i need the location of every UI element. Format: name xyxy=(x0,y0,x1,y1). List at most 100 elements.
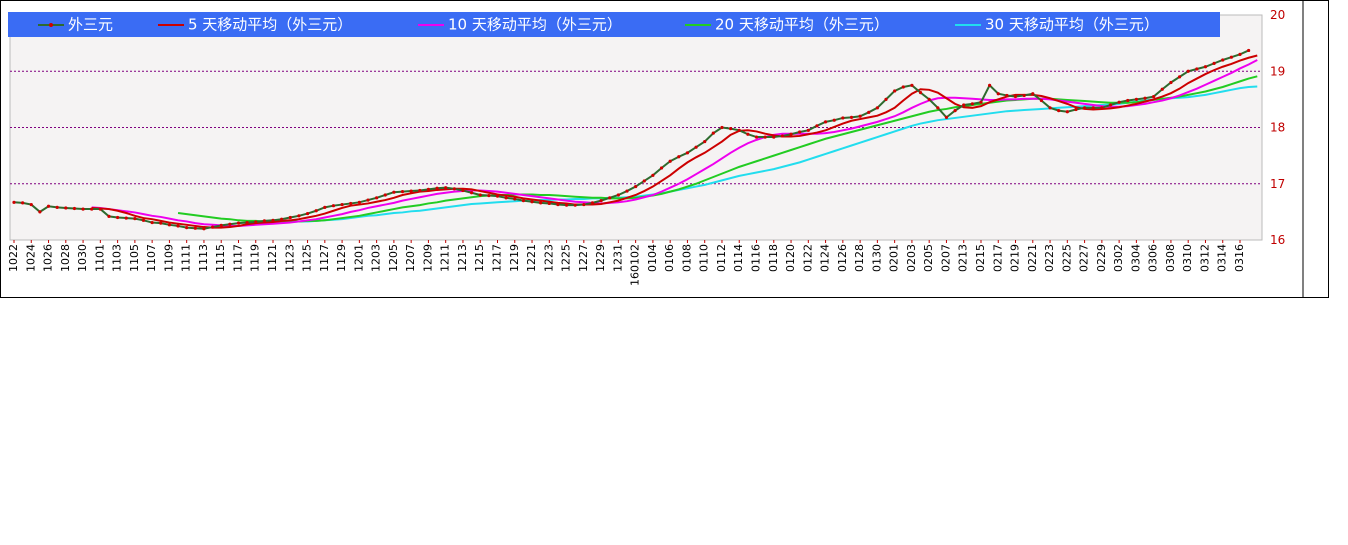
point-marker xyxy=(1177,75,1182,79)
point-marker xyxy=(927,97,931,101)
x-tick-label: 0302 xyxy=(1112,244,1125,272)
point-marker xyxy=(737,128,741,132)
point-marker xyxy=(219,223,223,227)
point-marker xyxy=(703,139,707,144)
point-marker xyxy=(202,227,206,231)
point-marker xyxy=(953,109,957,113)
point-marker xyxy=(988,83,992,87)
point-marker xyxy=(1238,52,1242,56)
x-tick-label: 0122 xyxy=(801,244,814,272)
point-marker xyxy=(297,214,301,218)
point-marker xyxy=(677,155,681,159)
series-line xyxy=(177,75,1258,223)
x-tick-label: 1024 xyxy=(24,244,37,272)
x-tick-label: 1229 xyxy=(594,244,607,272)
point-marker xyxy=(1117,100,1121,104)
x-tick-label: 1105 xyxy=(128,244,141,272)
point-marker xyxy=(1039,98,1044,103)
point-marker xyxy=(29,202,33,207)
point-marker xyxy=(608,196,612,200)
point-marker xyxy=(340,202,344,207)
point-marker xyxy=(1126,98,1130,103)
y-tick-label: 20 xyxy=(1270,8,1285,22)
point-marker xyxy=(150,220,154,225)
point-marker xyxy=(832,118,836,122)
point-marker xyxy=(357,200,361,204)
point-marker xyxy=(599,199,603,203)
x-tick-label: 0205 xyxy=(922,244,935,272)
point-marker xyxy=(124,216,128,220)
x-tick-label: 0221 xyxy=(1026,244,1039,272)
point-marker xyxy=(193,226,197,230)
x-tick-label: 1119 xyxy=(249,244,262,272)
x-tick-label: 1219 xyxy=(508,244,521,272)
point-marker xyxy=(1152,94,1156,99)
point-marker xyxy=(634,184,638,189)
point-marker xyxy=(582,202,586,207)
point-marker xyxy=(564,203,569,207)
point-marker xyxy=(116,215,120,220)
x-tick-label: 0126 xyxy=(836,244,849,272)
point-marker xyxy=(12,200,16,204)
legend-label: 5 天移动平均（外三元） xyxy=(188,16,352,34)
x-tick-label: 1109 xyxy=(162,244,175,272)
x-tick-label: 1129 xyxy=(335,244,348,272)
x-tick-label: 0316 xyxy=(1233,244,1246,272)
point-marker xyxy=(901,85,905,89)
legend-box xyxy=(8,12,1220,37)
point-marker xyxy=(918,91,923,95)
x-tick-label: 1117 xyxy=(231,244,244,272)
x-tick-label: 0106 xyxy=(663,244,676,272)
legend-label: 30 天移动平均（外三元） xyxy=(985,16,1159,34)
x-tick-label: 1123 xyxy=(283,244,296,272)
x-tick-label: 0217 xyxy=(991,244,1004,272)
y-tick-label: 17 xyxy=(1270,177,1285,191)
point-marker xyxy=(979,100,983,104)
x-tick-label: 0310 xyxy=(1181,244,1194,272)
point-marker xyxy=(98,207,102,211)
x-tick-label: 1227 xyxy=(577,244,590,272)
point-marker xyxy=(38,210,42,214)
x-tick-label: 0114 xyxy=(732,244,745,272)
point-marker xyxy=(1100,106,1104,110)
point-marker xyxy=(1186,69,1190,73)
x-tick-label: 0314 xyxy=(1216,244,1229,272)
point-marker xyxy=(616,193,620,197)
point-marker xyxy=(1160,87,1164,91)
point-marker xyxy=(1005,93,1009,98)
legend-label: 20 天移动平均（外三元） xyxy=(715,16,889,34)
x-tick-label: 0207 xyxy=(939,244,952,272)
x-tick-label: 0116 xyxy=(750,244,763,272)
point-marker xyxy=(392,190,396,194)
point-marker xyxy=(625,189,629,193)
point-marker xyxy=(409,189,413,193)
point-marker xyxy=(1013,94,1018,99)
x-tick-label: 1231 xyxy=(611,244,624,272)
point-marker xyxy=(461,188,465,193)
y-tick-label: 18 xyxy=(1270,121,1285,135)
point-marker xyxy=(262,219,266,223)
x-tick-label: 1223 xyxy=(542,244,555,272)
point-marker xyxy=(1247,48,1251,53)
point-marker xyxy=(159,221,163,225)
legend-label: 外三元 xyxy=(68,16,113,34)
point-marker xyxy=(141,218,146,222)
y-tick-label: 19 xyxy=(1270,64,1285,78)
x-tick-label: 0203 xyxy=(905,244,918,272)
point-marker xyxy=(478,193,482,197)
point-marker xyxy=(651,173,655,177)
point-marker xyxy=(849,115,854,119)
point-marker xyxy=(288,215,292,220)
x-tick-label: 1209 xyxy=(421,244,434,272)
point-marker xyxy=(547,201,551,206)
x-tick-label: 1203 xyxy=(370,244,383,272)
point-marker xyxy=(1074,107,1078,112)
point-marker xyxy=(867,110,871,114)
point-marker xyxy=(435,186,439,190)
point-marker xyxy=(1048,106,1052,110)
point-marker xyxy=(659,166,664,170)
point-marker xyxy=(694,145,698,149)
x-tick-label: 1125 xyxy=(301,244,314,272)
point-marker xyxy=(754,135,759,139)
